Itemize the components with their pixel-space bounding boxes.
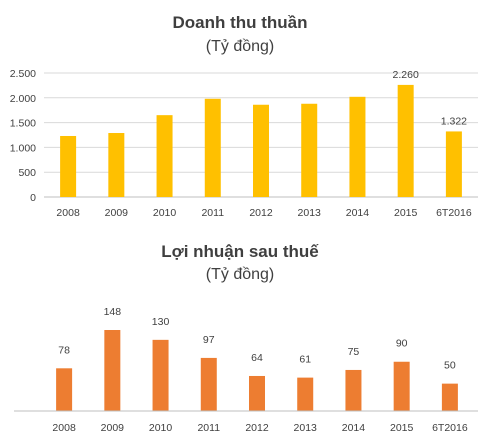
profit-data-label: 130	[152, 316, 170, 328]
profit-chart-title: Lợi nhuận sau thuế	[161, 242, 319, 261]
profit-x-tick-label: 6T2016	[432, 422, 468, 434]
profit-chart: Lợi nhuận sau thuế (Tỷ đồng) 78 148 130 97 6…	[14, 242, 478, 434]
profit-chart-subtitle: (Tỷ đồng)	[206, 266, 274, 283]
profit-x-tick-label: 2008	[52, 422, 76, 434]
revenue-data-label: 2.260	[393, 69, 419, 81]
profit-data-label: 64	[251, 352, 263, 364]
profit-x-tick-label: 2011	[197, 422, 220, 434]
revenue-y-tick-label: 1.000	[10, 142, 36, 154]
revenue-bar	[397, 84, 414, 197]
revenue-bar	[349, 96, 366, 197]
revenue-y-tick-label: 0	[30, 192, 36, 204]
profit-data-label: 75	[348, 346, 360, 358]
profit-bar	[56, 368, 73, 411]
revenue-bars	[60, 84, 462, 197]
revenue-chart-subtitle: (Tỷ đồng)	[206, 38, 274, 55]
profit-bar	[200, 357, 217, 411]
revenue-x-axis: 2008 2009 2010 2011 2012 2013 2014 2015 6T2016	[56, 207, 471, 219]
profit-data-label: 90	[396, 338, 408, 350]
profit-data-label: 78	[58, 344, 70, 356]
profit-bar	[249, 375, 265, 411]
revenue-bar	[253, 104, 269, 197]
profit-data-label: 148	[104, 306, 122, 318]
revenue-x-tick-label: 2013	[298, 207, 322, 219]
revenue-y-tick-label: 1.500	[10, 118, 36, 130]
revenue-y-tick-label: 500	[18, 167, 36, 179]
revenue-bar	[204, 98, 221, 197]
revenue-chart-title: Doanh thu thuần	[172, 13, 307, 32]
revenue-y-tick-label: 2.500	[10, 68, 36, 80]
revenue-x-tick-label: 2008	[56, 207, 80, 219]
profit-bar	[152, 339, 169, 411]
profit-data-label: 97	[203, 334, 215, 346]
profit-data-label: 61	[299, 354, 311, 366]
revenue-y-axis: 0 500 1.000 1.500 2.000 2.500	[10, 68, 36, 204]
revenue-x-tick-label: 2011	[201, 207, 224, 219]
profit-data-labels: 78 148 130 97 64 61 75 90 50	[58, 306, 456, 372]
revenue-bar	[301, 103, 318, 197]
revenue-x-tick-label: 2012	[249, 207, 273, 219]
revenue-x-tick-label: 6T2016	[436, 207, 472, 219]
profit-x-axis: 2008 2009 2010 2011 2012 2013 2014 2015 6T2016	[52, 422, 467, 434]
profit-x-tick-label: 2013	[294, 422, 318, 434]
profit-bar	[104, 330, 121, 411]
profit-bar	[393, 361, 410, 411]
profit-x-tick-label: 2014	[342, 422, 366, 434]
profit-x-tick-label: 2009	[101, 422, 125, 434]
revenue-data-labels: 2.260 1.322	[393, 69, 468, 128]
profit-bars	[56, 330, 458, 411]
revenue-x-tick-label: 2015	[394, 207, 418, 219]
revenue-chart: Doanh thu thuần (Tỷ đồng) 0 500 1.000 1.500…	[10, 13, 478, 219]
revenue-x-tick-label: 2014	[346, 207, 370, 219]
revenue-data-label: 1.322	[441, 115, 467, 127]
profit-x-tick-label: 2015	[390, 422, 414, 434]
revenue-x-tick-label: 2009	[105, 207, 129, 219]
revenue-bar	[108, 133, 125, 197]
profit-bar	[441, 383, 458, 411]
revenue-bar	[60, 135, 77, 197]
revenue-bar	[156, 115, 173, 197]
revenue-x-tick-label: 2010	[153, 207, 177, 219]
revenue-y-tick-label: 2.000	[10, 93, 36, 105]
profit-bar	[297, 377, 314, 411]
profit-bar	[345, 369, 362, 411]
profit-data-label: 50	[444, 360, 456, 372]
revenue-bar	[445, 131, 462, 197]
profit-x-tick-label: 2012	[245, 422, 269, 434]
profit-x-tick-label: 2010	[149, 422, 173, 434]
